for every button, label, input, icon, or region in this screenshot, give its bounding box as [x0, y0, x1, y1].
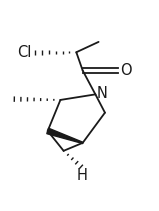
Text: H: H — [76, 168, 87, 183]
Text: O: O — [120, 63, 132, 78]
Text: Cl: Cl — [17, 45, 31, 60]
Text: N: N — [96, 86, 107, 101]
Polygon shape — [47, 128, 83, 143]
